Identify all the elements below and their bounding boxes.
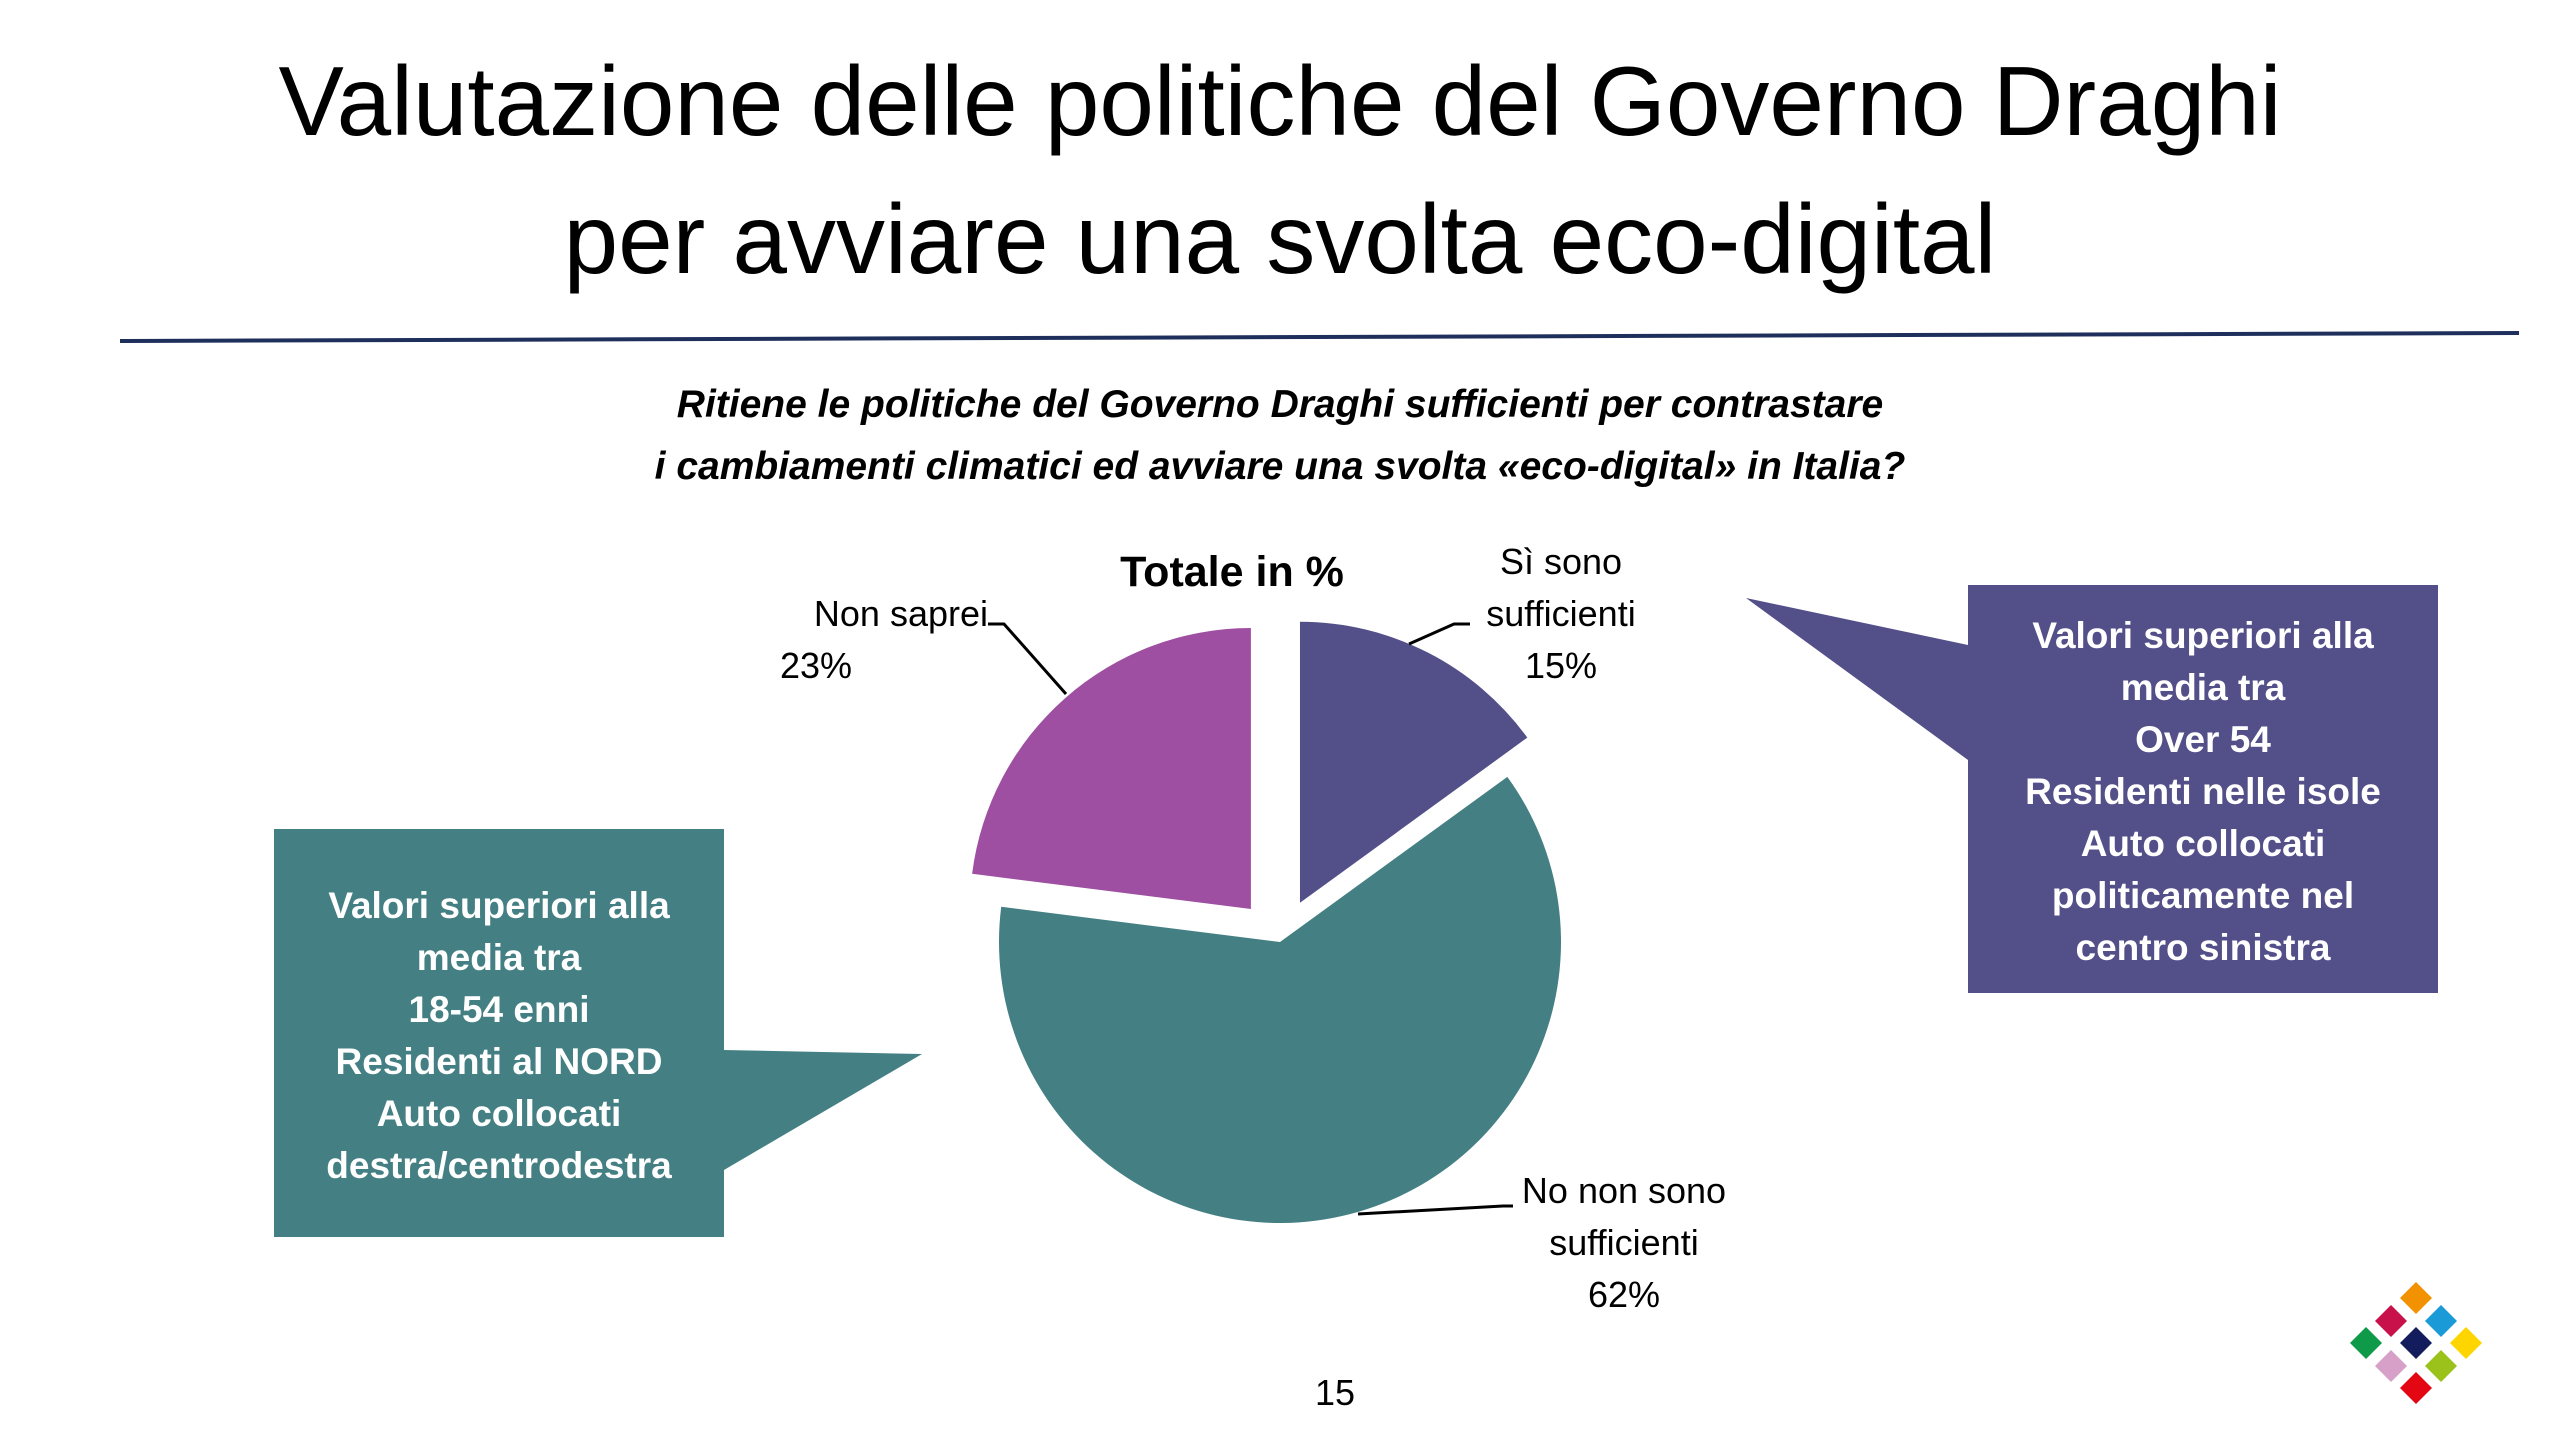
question-line2: i cambiamenti climatici ed avviare una s…	[654, 445, 1906, 488]
logo-diamond	[2375, 1350, 2407, 1382]
leader-line-si	[1408, 622, 1470, 646]
right-callout-line: centro sinistra	[2075, 927, 2331, 968]
logo-diamond	[2400, 1327, 2432, 1359]
right-callout-line: Auto collocati	[2080, 823, 2326, 864]
leader-line-no	[1357, 1204, 1513, 1216]
chart-title: Totale in %	[1120, 548, 1344, 596]
logo-diamond	[2400, 1372, 2432, 1404]
label-no-value: 62%	[1587, 1274, 1661, 1315]
left-callout-line: Residenti al NORD	[335, 1041, 663, 1082]
logo-diamond	[2375, 1305, 2407, 1337]
right-callout-line: Over 54	[2135, 719, 2271, 760]
slide-title-line2: per avviare una svolta eco-digital	[563, 184, 1997, 294]
label-no: No non sono sufficienti 62%	[1474, 1165, 1774, 1321]
left-callout-text: Valori superiori alla media tra 18-54 en…	[274, 880, 724, 1192]
label-si: Sì sono sufficienti 15%	[1431, 536, 1691, 692]
pie-slice-non-saprei	[972, 627, 1251, 909]
question-line1: Ritiene le politiche del Governo Draghi …	[676, 383, 1884, 426]
pie-slice-si	[1299, 621, 1528, 903]
left-callout-box	[274, 829, 922, 1237]
right-callout-line: Valori superiori alla	[2032, 615, 2374, 656]
pie-chart	[972, 621, 1562, 1224]
label-non-saprei-value: 23%	[779, 645, 853, 686]
company-logo	[2350, 1282, 2482, 1404]
right-callout-line: Residenti nelle isole	[2025, 771, 2381, 812]
label-si-value: 15%	[1524, 645, 1598, 686]
left-callout-line: Auto collocati	[376, 1093, 622, 1134]
leader-line-non-saprei	[988, 622, 1068, 695]
logo-diamond	[2350, 1327, 2382, 1359]
right-callout-box	[1746, 585, 2438, 993]
page-number: 15	[1314, 1372, 1356, 1413]
title-divider	[119, 331, 2520, 343]
logo-diamond	[2425, 1305, 2457, 1337]
left-callout-line: 18-54 enni	[408, 989, 590, 1030]
logo-diamond	[2425, 1350, 2457, 1382]
right-callout-text: Valori superiori alla media tra Over 54 …	[1968, 610, 2438, 974]
label-non-saprei-name: Non saprei	[813, 593, 988, 634]
left-callout-line: Valori superiori alla	[328, 885, 670, 926]
label-si-name2: sufficienti	[1486, 593, 1636, 634]
slide-title-line1: Valutazione delle politiche del Governo …	[278, 46, 2282, 156]
label-si-name1: Sì sono	[1499, 541, 1623, 582]
label-non-saprei: Non saprei 23%	[740, 588, 1000, 692]
right-callout-line: politicamente nel	[2051, 875, 2355, 916]
logo-diamond	[2400, 1282, 2432, 1314]
label-no-name2: sufficienti	[1549, 1222, 1699, 1263]
logo-diamond	[2450, 1327, 2482, 1359]
left-callout-line: destra/centrodestra	[326, 1145, 672, 1186]
right-callout-line: media tra	[2120, 667, 2286, 708]
left-callout-line: media tra	[416, 937, 582, 978]
pie-slice-no	[999, 776, 1562, 1224]
label-no-name1: No non sono	[1521, 1170, 1727, 1211]
